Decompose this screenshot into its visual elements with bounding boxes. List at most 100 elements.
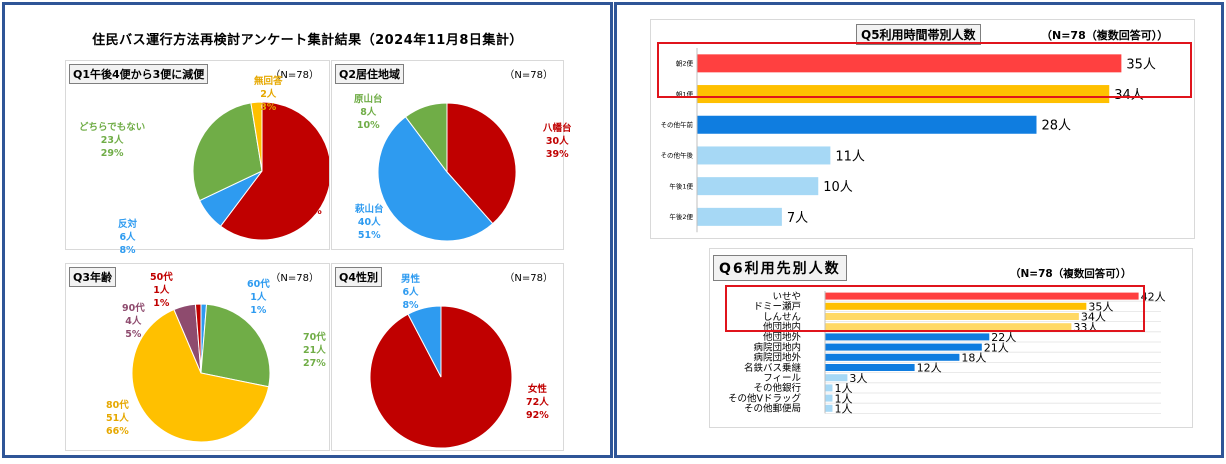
value-label: 3人: [849, 372, 867, 385]
bar: [825, 353, 960, 361]
bar: [825, 313, 1079, 320]
slice-label: 男性 6人 8%: [401, 274, 421, 311]
q5-highlight-box: [657, 42, 1192, 98]
category-label: 名鉄バス乗継: [744, 362, 802, 374]
value-label: 35人: [1126, 57, 1156, 72]
q5-bar-card: 朝2便 35人朝1便 34人その他午前 28人その他午後 11人午後1便 10人午後2便 7…: [650, 19, 1195, 239]
q2-sample-size: （N=78）: [504, 70, 553, 81]
category-label: いせや: [772, 291, 801, 302]
bar: [697, 177, 819, 196]
pie-slice: [446, 102, 517, 225]
q2-pie-card: Q2居住地域 （N=78） 八幡台 30人 39% 萩山台 40人 51% 原山台 8人 10%: [331, 60, 572, 250]
q4-pie-card: Q4性別 （N=78） 女性 72人 92% 男性 6人 8%: [331, 263, 564, 451]
value-label: 1人: [834, 382, 852, 395]
category-label: フィール: [763, 373, 801, 384]
q2-title: Q2居住地域: [335, 64, 405, 84]
bar: [825, 292, 1139, 300]
category-label: その他午後: [661, 151, 694, 160]
q3-title: Q3年齢: [69, 267, 117, 287]
slice-label: 70代 21人 27%: [303, 332, 326, 369]
pie-slice: [219, 101, 329, 241]
q4-pie-chart: [369, 305, 513, 449]
q4-sample-size: （N=78）: [504, 273, 553, 284]
category-label: その他午前: [661, 120, 694, 129]
q6-title: Q6利用先別人数: [713, 255, 847, 281]
q1-sample-size: （N=78）: [270, 70, 319, 81]
q5-title: Q5利用時間帯別人数: [856, 24, 981, 45]
category-label: その他郵便局: [744, 403, 801, 415]
bar: [825, 404, 833, 412]
slice-label: 賛成 47人 60%: [299, 180, 322, 217]
value-label: 1人: [834, 402, 852, 415]
value-label: 1人: [834, 392, 852, 405]
q3-pie-card: Q3年齢 （N=78） 60代 1人 1% 70代 21人 27% 80代 51人 66% 90代…: [65, 263, 330, 451]
slice-label: 90代 4人 5%: [122, 303, 145, 340]
slice-label: 原山台 8人 10%: [354, 94, 383, 131]
bar: [825, 323, 1072, 331]
value-label: 10人: [823, 180, 853, 195]
q2-pie-chart: [377, 102, 517, 242]
slice-label: 萩山台 40人 51%: [355, 204, 384, 241]
pie-slice: [407, 305, 442, 378]
value-label: 7人: [787, 211, 808, 226]
category-label: ドミー瀬戸: [753, 301, 801, 313]
q1-pie-card: Q1午後4便から3便に減便 （N=78） 賛成 47人 60% 反対 6人 8% どちらでも…: [65, 60, 330, 256]
bar: [825, 374, 848, 382]
slice-label: 反対 6人 8%: [118, 219, 138, 256]
category-label: 他団地外: [763, 331, 802, 343]
category-label: 朝1便: [676, 89, 694, 98]
q4-title: Q4性別: [335, 267, 383, 287]
category-label: しんせん: [763, 312, 801, 323]
category-label: その他銀行: [753, 382, 801, 394]
bar: [825, 302, 1087, 310]
q6-highlight-box: [725, 285, 1145, 332]
q5-sample-size: （N=78（複数回答可））: [1041, 29, 1169, 42]
bar: [697, 85, 1110, 104]
bar: [697, 54, 1122, 73]
slice-label: 八幡台 30人 39%: [543, 123, 572, 160]
value-label: 28人: [1042, 119, 1072, 134]
bar: [825, 364, 915, 371]
slice-label: 50代 1人 1%: [150, 272, 173, 309]
value-label: 12人: [917, 362, 942, 375]
q3-pie-chart: [131, 303, 271, 443]
category-label: 病院団地内: [753, 341, 801, 353]
value-label: 35人: [1088, 300, 1113, 313]
pie-slice: [250, 101, 263, 172]
slice-label: 無回答 2人 3%: [254, 76, 283, 113]
bar: [825, 384, 833, 392]
slice-label: 60代 1人 1%: [247, 279, 270, 316]
value-label: 11人: [835, 149, 865, 164]
value-label: 21人: [984, 341, 1009, 354]
bar: [825, 394, 833, 402]
right-panel: 朝2便 35人 朝1便 34人 その他午前 28人 その他午後 11人 午後1便 10人 午後2便 7…: [614, 2, 1224, 458]
q3-sample-size: （N=78）: [270, 273, 319, 284]
pie-slice: [192, 102, 263, 202]
value-label: 18人: [961, 351, 986, 364]
bar: [825, 343, 982, 351]
bar: [825, 333, 990, 341]
category-label: 朝2便: [676, 59, 694, 68]
category-label: 午後2便: [669, 212, 693, 221]
slice-label: 女性 72人 92%: [526, 384, 549, 421]
q1-pie-chart: [192, 101, 329, 241]
q6-sample-size: （N=78（複数回答可））: [1010, 268, 1132, 280]
report-title: 住民バス運行方法再検討アンケート集計結果（2024年11月8日集計）: [92, 33, 523, 48]
bar: [697, 207, 782, 226]
q1-title: Q1午後4便から3便に減便: [69, 64, 209, 84]
slice-label: どちらでもない 23人 29%: [79, 122, 146, 159]
pie-slice: [200, 303, 271, 388]
bar: [697, 146, 831, 165]
q6-bar-card: いせや 42人 ドミー瀬戸 35人 しんせん 34人 他団地内 33人 他団地外 22人 病院団地内…: [709, 248, 1193, 428]
category-label: 午後1便: [669, 181, 693, 190]
category-label: その他Vドラッグ: [728, 392, 801, 404]
category-label: 病院団地外: [753, 352, 801, 364]
pie-slice: [377, 116, 494, 242]
left-panel: 住民バス運行方法再検討アンケート集計結果（2024年11月8日集計） Q1午後4…: [2, 2, 613, 458]
value-label: 34人: [1114, 88, 1144, 103]
value-label: 34人: [1081, 311, 1106, 324]
bar: [697, 115, 1037, 134]
pie-slice: [404, 102, 448, 174]
